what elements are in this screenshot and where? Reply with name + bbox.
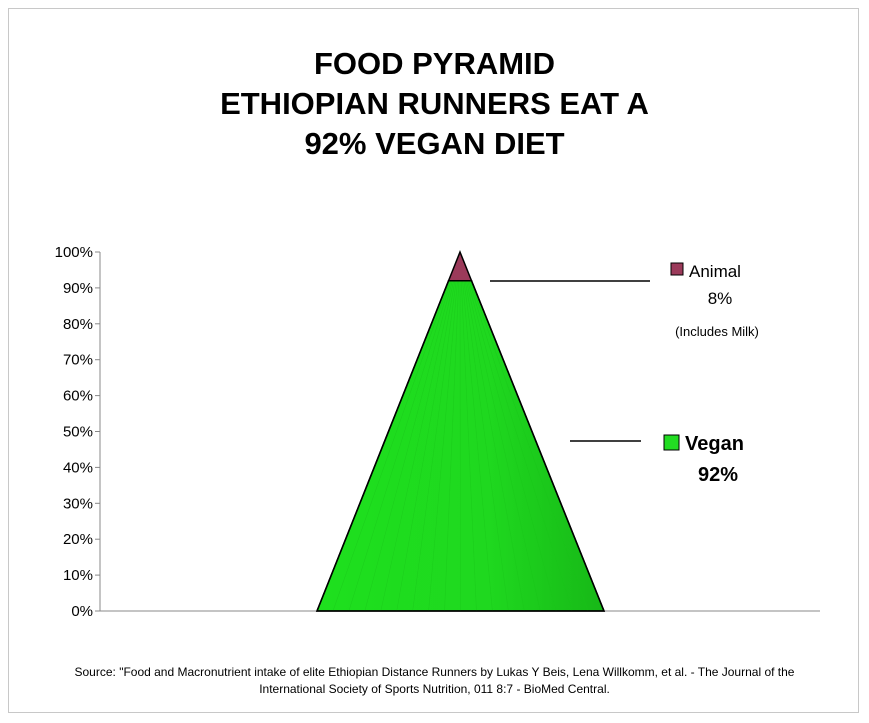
source-line-2: International Society of Sports Nutritio… [259,682,610,696]
y-tick-label: 60% [63,388,93,405]
chart-title: FOOD PYRAMID ETHIOPIAN RUNNERS EAT A 92%… [0,44,869,164]
y-tick-label: 10% [63,567,93,584]
y-tick-label: 30% [63,495,93,512]
title-line-3: 92% VEGAN DIET [304,126,565,161]
source-note: Source: "Food and Macronutrient intake o… [40,664,829,698]
animal-legend-swatch [670,262,684,276]
vegan-shade-line [332,280,451,612]
y-tick-label: 40% [63,459,93,476]
animal-note-label: (Includes Milk) [675,324,759,339]
title-line-2: ETHIOPIAN RUNNERS EAT A [220,86,649,121]
vegan-shade-line [364,280,453,612]
vegan-legend-label: Vegan [685,433,744,455]
vegan-shade-line [380,280,454,612]
vegan-shade-line [462,280,493,612]
source-line-1: Source: "Food and Macronutrient intake o… [74,665,795,679]
animal-segment [447,249,473,282]
vegan-shade-line [396,280,456,612]
vegan-shade-line [464,280,525,612]
vegan-shade-line [412,280,457,612]
legend: Animal 8% (Includes Milk) Vegan 92% [490,262,759,486]
y-tick-label: 90% [63,280,93,297]
y-tick-label: 100% [55,244,93,261]
animal-legend-label: Animal [689,262,741,281]
y-tick-label: 70% [63,352,93,369]
vegan-value-label: 92% [698,464,738,486]
vegan-shade-line [468,280,573,612]
y-tick-label: 0% [71,603,93,620]
y-tick-label: 80% [63,316,93,333]
vegan-shade-line [348,280,452,612]
plot-area [315,249,606,612]
y-tick-label: 20% [63,531,93,548]
y-axis: 0% 10% 20% 30% 40% 50% 60% 70% 80% 90% 100% [55,244,820,620]
vegan-shade-line [428,280,458,612]
y-tick-label: 50% [63,424,93,441]
vegan-legend-swatch [663,434,680,451]
vegan-shade-line [444,280,460,612]
vegan-shade-line [461,280,477,612]
vegan-shade-line [467,280,557,612]
title-line-1: FOOD PYRAMID [313,46,556,81]
vegan-shade-line [469,280,589,612]
vegan-shade-line [466,280,541,612]
vegan-shade-line [463,280,509,612]
animal-value-label: 8% [708,289,733,308]
